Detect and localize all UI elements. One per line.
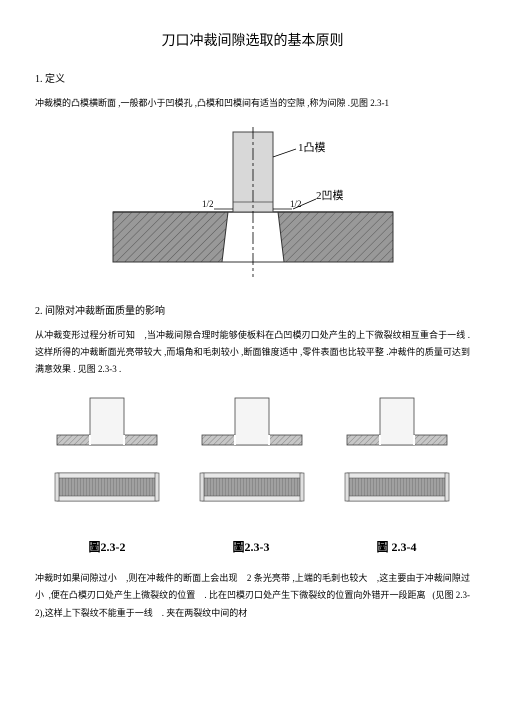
page-title: 刀口冲裁间隙选取的基本原则 bbox=[35, 30, 470, 50]
section1-body: 冲裁模的凸模横断面 ,一般都小于凹模孔 ,凸模和凹模间有适当的空隙 ,称为间隙 … bbox=[35, 95, 470, 112]
caption-2-3-4: 圖 2.3-4 bbox=[377, 538, 417, 555]
section2-body: 从冲裁变形过程分析可知 ,当冲裁间隙合理时能够使板料在凸凹模刃口处产生的上下微裂… bbox=[35, 327, 470, 378]
caption-2-3-3: 圖2.3-3 bbox=[233, 538, 270, 555]
figure-caption-row: 圖2.3-2 圖2.3-3 圖 2.3-4 bbox=[35, 538, 470, 555]
fig1-gap-right: 1/2 bbox=[290, 199, 302, 209]
figure-2-3-1: 1凸模 2凹模 1/2 1/2 bbox=[35, 127, 470, 277]
section2-heading: 2. 间隙对冲裁断面质量的影响 bbox=[35, 302, 470, 317]
section3-body: 冲裁时如果间隙过小 ,则在冲裁件的断面上会出现 2 条光亮带 ,上端的毛刺也较大… bbox=[35, 570, 470, 621]
fig-2-3-3 bbox=[200, 398, 304, 501]
fig1-label-punch: 1凸模 bbox=[298, 141, 326, 154]
fig1-gap-left: 1/2 bbox=[202, 199, 214, 209]
section1-heading: 1. 定义 bbox=[35, 70, 470, 85]
caption-2-3-2: 圖2.3-2 bbox=[89, 538, 126, 555]
fig-2-3-2 bbox=[55, 398, 159, 501]
fig-2-3-4 bbox=[345, 398, 449, 501]
fig1-label-die: 2凹模 bbox=[316, 189, 344, 202]
figures-2-3-234 bbox=[35, 393, 470, 528]
